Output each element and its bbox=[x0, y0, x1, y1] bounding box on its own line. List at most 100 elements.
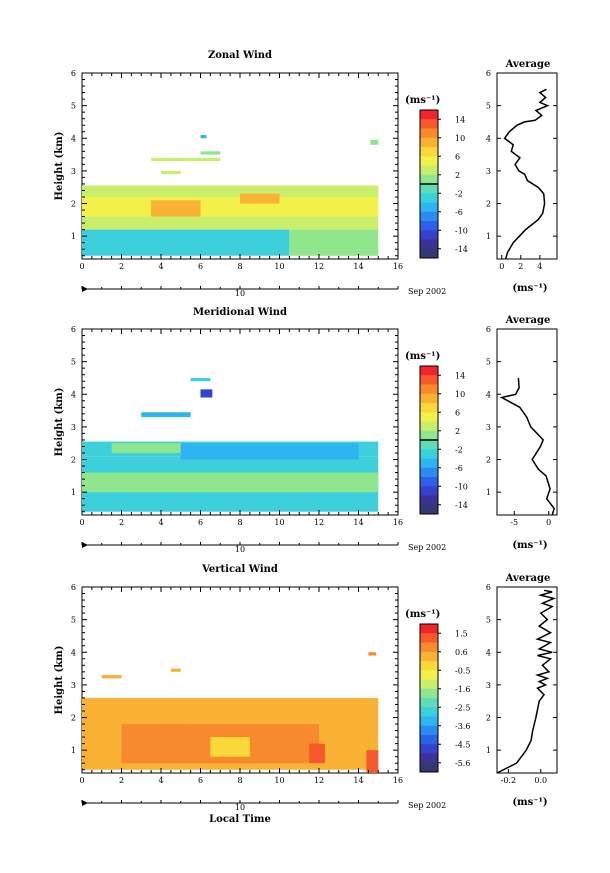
x-tick-label: 0 bbox=[79, 262, 84, 271]
x-tick-label: 14 bbox=[353, 776, 363, 785]
zonal-wind-y-ticks: 1 2 3 4 5 6 bbox=[71, 69, 398, 257]
colorbar-swatch bbox=[420, 366, 438, 376]
meridional-wind-average-title: Average bbox=[505, 315, 551, 326]
meridional-wind-y-axis-label: Height (km) bbox=[54, 388, 65, 457]
colorbar-swatch bbox=[420, 670, 438, 680]
y-tick-label: 4 bbox=[71, 648, 76, 657]
avg-y-tick-label: 3 bbox=[486, 167, 491, 176]
zonal-wind-date-label: Sep 2002 bbox=[408, 287, 446, 296]
y-tick-label: 2 bbox=[71, 714, 76, 723]
colorbar-swatch bbox=[420, 128, 438, 139]
heatmap-cell-10 bbox=[370, 139, 379, 145]
heatmap-cell-5 bbox=[210, 737, 250, 757]
colorbar-swatch bbox=[420, 248, 438, 259]
avg-y-tick-label: 6 bbox=[486, 325, 491, 334]
meridional-wind-date-day: 10 bbox=[235, 545, 245, 554]
meridional-wind-average-ticks: 1 2 3 4 5 6 -5 0 bbox=[486, 325, 557, 527]
zonal-wind-average-plot bbox=[496, 72, 558, 260]
colorbar-swatch bbox=[420, 184, 438, 194]
zonal-wind-date-day: 10 bbox=[235, 289, 245, 298]
avg-y-tick-label: 5 bbox=[486, 616, 491, 625]
heatmap-cell-11 bbox=[151, 157, 221, 162]
x-tick-label: 10 bbox=[274, 262, 284, 271]
colorbar-swatch bbox=[420, 440, 438, 450]
colorbar-swatch bbox=[420, 744, 438, 754]
heatmap-cell-6 bbox=[190, 377, 211, 382]
colorbar-swatch bbox=[420, 430, 438, 441]
colorbar-tick-label: -6 bbox=[455, 208, 463, 217]
avg-y-tick-label: 6 bbox=[486, 583, 491, 592]
y-tick-label: 6 bbox=[71, 325, 76, 334]
avg-y-tick-label: 3 bbox=[486, 681, 491, 690]
avg-y-tick-label: 5 bbox=[486, 358, 491, 367]
x-tick-label: 16 bbox=[393, 776, 403, 785]
zonal-wind-heatmap-cells bbox=[82, 135, 379, 256]
x-tick-label: 16 bbox=[393, 518, 403, 527]
colorbar-swatch bbox=[420, 661, 438, 671]
avg-x-tick-label: 0 bbox=[499, 262, 504, 271]
y-tick-label: 3 bbox=[71, 167, 76, 176]
colorbar-swatch bbox=[420, 477, 438, 487]
zonal-wind-y-axis-label: Height (km) bbox=[54, 132, 65, 201]
colorbar-tick-label: -10 bbox=[455, 482, 468, 491]
colorbar-swatch bbox=[420, 174, 438, 185]
colorbar-tick-label: -2 bbox=[455, 189, 463, 198]
colorbar-swatch bbox=[420, 193, 438, 203]
zonal-wind-average-ticks: 1 2 3 4 5 6 0 2 4 bbox=[486, 69, 557, 271]
x-tick-label: 4 bbox=[158, 262, 163, 271]
meridional-wind-title: Meridional Wind bbox=[193, 307, 287, 318]
x-tick-label: 2 bbox=[119, 518, 124, 527]
colorbar-tick-label: -14 bbox=[455, 245, 468, 254]
colorbar-tick-label: -1.6 bbox=[455, 685, 470, 694]
colorbar-swatch bbox=[420, 393, 438, 404]
heatmap-cell-4 bbox=[289, 229, 379, 256]
y-tick-label: 4 bbox=[71, 134, 76, 143]
vertical-wind-heatmap-cells bbox=[82, 652, 379, 773]
colorbar-swatch bbox=[420, 119, 438, 129]
colorbar-swatch bbox=[420, 486, 438, 496]
vertical-wind-average-plot bbox=[496, 586, 558, 774]
meridional-wind-average-plot bbox=[496, 328, 558, 516]
zonal-wind-average-unit: (ms⁻¹) bbox=[512, 283, 547, 294]
colorbar-tick-label: 0.6 bbox=[455, 648, 468, 657]
zonal-wind-colorbar: 14 10 6 2 -2 -6 -10 -14 bbox=[419, 109, 468, 259]
avg-y-tick-label: 6 bbox=[486, 69, 491, 78]
avg-x-tick-label: 4 bbox=[537, 262, 542, 271]
vertical-wind-x-axis-label: Local Time bbox=[209, 814, 271, 825]
x-tick-label: 4 bbox=[158, 518, 163, 527]
colorbar-swatch bbox=[420, 239, 438, 250]
avg-y-tick-label: 3 bbox=[486, 423, 491, 432]
colorbar-swatch bbox=[420, 504, 438, 515]
colorbar-tick-label: -0.5 bbox=[455, 666, 470, 675]
vertical-wind-date-arrow-icon bbox=[82, 800, 88, 806]
colorbar-tick-label: -3.6 bbox=[455, 722, 470, 731]
meridional-wind-date-arrow-icon bbox=[82, 542, 88, 548]
heatmap-cell-9 bbox=[200, 135, 207, 139]
y-tick-label: 1 bbox=[71, 488, 76, 497]
y-tick-label: 6 bbox=[71, 69, 76, 78]
vertical-wind-y-ticks: 1 2 3 4 5 6 bbox=[71, 583, 398, 771]
heatmap-cell-5 bbox=[151, 200, 201, 217]
y-tick-label: 1 bbox=[71, 746, 76, 755]
colorbar-swatch bbox=[420, 147, 438, 157]
x-tick-label: 0 bbox=[79, 776, 84, 785]
colorbar-tick-label: -5.6 bbox=[455, 759, 470, 768]
x-tick-label: 14 bbox=[353, 518, 363, 527]
x-tick-label: 10 bbox=[274, 518, 284, 527]
colorbar-swatch bbox=[420, 698, 438, 708]
zonal-wind-x-ticks: 0 2 4 6 8 10 12 14 16 bbox=[79, 73, 403, 289]
zonal-wind-average-title: Average bbox=[505, 59, 551, 70]
colorbar-swatch bbox=[420, 762, 438, 773]
zonal-wind-title: Zonal Wind bbox=[208, 50, 272, 61]
avg-y-tick-label: 1 bbox=[486, 746, 491, 755]
x-tick-label: 12 bbox=[314, 518, 324, 527]
y-tick-label: 2 bbox=[71, 456, 76, 465]
y-tick-label: 2 bbox=[71, 200, 76, 209]
colorbar-swatch bbox=[420, 165, 438, 176]
colorbar-tick-label: -6 bbox=[455, 464, 463, 473]
colorbar-tick-label: -10 bbox=[455, 226, 468, 235]
colorbar-swatch bbox=[420, 137, 438, 148]
colorbar-swatch bbox=[420, 110, 438, 120]
